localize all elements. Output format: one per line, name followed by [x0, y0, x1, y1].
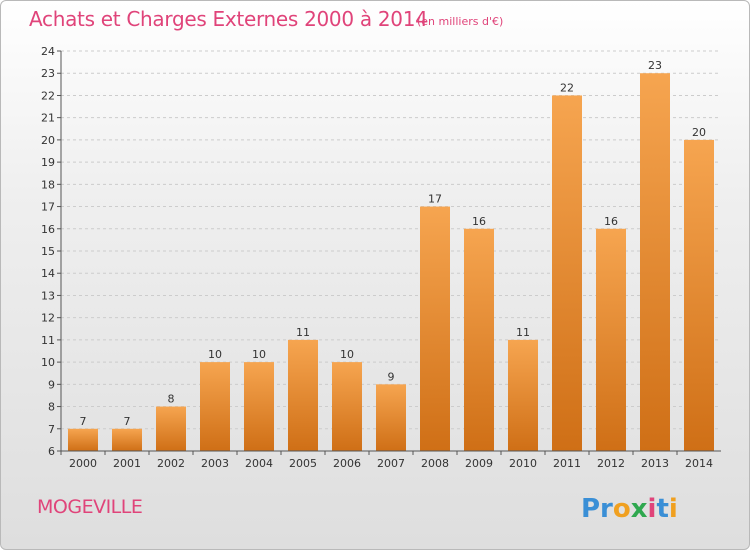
bar-2006: [332, 362, 362, 451]
data-label: 17: [428, 193, 442, 206]
x-tick-label: 2011: [553, 457, 581, 470]
data-label: 22: [560, 81, 574, 94]
bar-2003: [200, 362, 230, 451]
data-label: 11: [516, 326, 530, 339]
bar-2007: [376, 384, 406, 451]
x-tick-label: 2012: [597, 457, 625, 470]
bar-2013: [640, 73, 670, 451]
commune-name: MOGEVILLE: [37, 496, 143, 518]
x-tick-label: 2007: [377, 457, 405, 470]
bars: [68, 73, 714, 451]
y-tick-label: 13: [41, 289, 55, 302]
y-tick-label: 22: [41, 89, 55, 102]
bar-2008: [420, 206, 450, 451]
y-tick-label: 20: [41, 134, 55, 147]
data-label: 10: [340, 348, 354, 361]
y-tick-label: 23: [41, 67, 55, 80]
x-tick-label: 2000: [69, 457, 97, 470]
data-label: 10: [252, 348, 266, 361]
data-label: 23: [648, 59, 662, 72]
x-tick-label: 2013: [641, 457, 669, 470]
data-label: 10: [208, 348, 222, 361]
bar-2010: [508, 339, 538, 451]
y-tick-label: 19: [41, 156, 55, 169]
x-tick-labels: 2000 2001 2002 2003 2004 2005 2006 2007 2008 2009…: [60, 451, 713, 470]
x-tick-label: 2005: [289, 457, 317, 470]
y-tick-label: 12: [41, 312, 55, 325]
x-tick-label: 2006: [333, 457, 361, 470]
y-tick-label: 6: [48, 445, 55, 458]
y-tick-label: 14: [41, 267, 55, 280]
data-label: 11: [296, 326, 310, 339]
bar-2000: [68, 428, 98, 451]
chart-subtitle: (en milliers d'€): [417, 15, 504, 28]
y-tick-label: 7: [48, 423, 55, 436]
data-labels: 7 7 8 10 10 11 10 9 17 16 11 22 16 23 20: [80, 59, 707, 428]
data-label: 16: [472, 215, 486, 228]
data-label: 8: [168, 393, 175, 406]
x-tick-label: 2001: [113, 457, 141, 470]
data-label: 7: [124, 415, 131, 428]
bar-2012: [596, 228, 626, 451]
svg-text:Proxiti: Proxiti: [581, 494, 678, 524]
y-tick-label: 11: [41, 334, 55, 347]
x-tick-label: 2002: [157, 457, 185, 470]
data-label: 7: [80, 415, 87, 428]
data-label: 16: [604, 215, 618, 228]
x-tick-label: 2014: [685, 457, 713, 470]
y-tick-labels: 6 7 8 9 10 11 12 13 14 15 16 17 18 19 20 21 22 23 24: [41, 45, 61, 458]
y-tick-label: 8: [48, 401, 55, 414]
bar-2005: [288, 339, 318, 451]
bar-2009: [464, 228, 494, 451]
x-tick-label: 2004: [245, 457, 273, 470]
y-tick-label: 15: [41, 245, 55, 258]
x-tick-label: 2009: [465, 457, 493, 470]
y-tick-label: 9: [48, 378, 55, 391]
bar-2002: [156, 406, 186, 451]
bar-2011: [552, 95, 582, 451]
y-tick-label: 21: [41, 112, 55, 125]
x-tick-label: 2008: [421, 457, 449, 470]
proxiti-logo: Proxiti: [581, 489, 701, 533]
y-tick-label: 24: [41, 45, 55, 58]
x-tick-label: 2010: [509, 457, 537, 470]
y-tick-label: 18: [41, 178, 55, 191]
chart-title: Achats et Charges Externes 2000 à 2014: [29, 7, 428, 31]
bar-2001: [112, 428, 142, 451]
y-tick-label: 16: [41, 223, 55, 236]
bar-2014: [684, 139, 714, 451]
y-tick-label: 17: [41, 201, 55, 214]
data-label: 20: [692, 126, 706, 139]
x-tick-label: 2003: [201, 457, 229, 470]
y-tick-label: 10: [41, 356, 55, 369]
data-label: 9: [388, 370, 395, 383]
bar-2004: [244, 362, 274, 451]
